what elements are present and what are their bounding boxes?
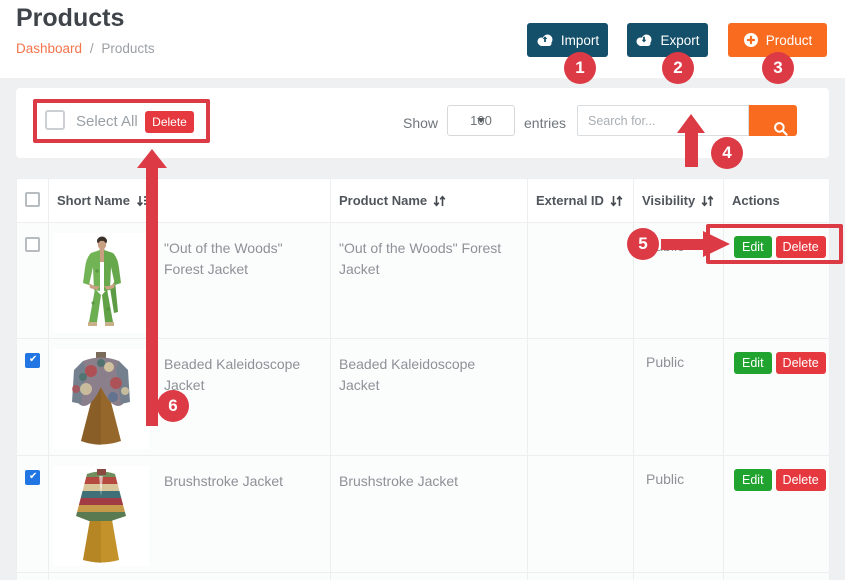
external-id — [527, 222, 634, 339]
cloud-download-icon — [635, 33, 653, 47]
external-id — [527, 338, 634, 456]
table-row: "Out of the Woods" Forest Jacket "Out of… — [16, 222, 830, 339]
bulk-delete-button[interactable]: Delete — [145, 111, 194, 133]
breadcrumb-current: Products — [101, 41, 155, 56]
search-button[interactable] — [749, 105, 797, 136]
header-select-checkbox[interactable] — [25, 191, 40, 207]
product-short-name: Beaded Kaleidoscope Jacket — [164, 356, 301, 393]
table-row: Brushstroke Jacket Brushstroke Jacket Pu… — [16, 455, 830, 573]
search-input[interactable] — [577, 105, 749, 136]
sort-amount-icon — [136, 195, 150, 207]
forest-jacket-thumbnail — [53, 233, 149, 333]
entries-label: entries — [524, 115, 567, 131]
show-label: Show — [403, 115, 439, 131]
visibility-value: Public — [633, 455, 724, 573]
annotation-step-6: 6 — [157, 390, 189, 422]
product-short-name: Brushstroke Jacket — [164, 473, 284, 489]
annotation-step-4: 4 — [711, 137, 743, 169]
sort-both-icon — [433, 194, 446, 207]
column-header-visibility[interactable]: Visibility — [633, 178, 724, 223]
external-id-header-label: External ID — [536, 193, 604, 208]
export-button[interactable]: Export — [627, 23, 708, 57]
annotation-step-1: 1 — [564, 52, 596, 84]
column-header-short-name[interactable]: Short Name — [48, 178, 331, 223]
sort-both-icon — [610, 194, 623, 207]
visibility-value: Public — [633, 338, 724, 456]
page-size-select[interactable]: 100 — [447, 105, 515, 136]
page-size-value: 100 — [470, 113, 492, 128]
external-id — [527, 455, 634, 573]
add-product-button-label: Product — [765, 32, 813, 48]
export-button-label: Export — [660, 32, 700, 48]
delete-button[interactable]: Delete — [775, 236, 826, 258]
select-all-checkbox[interactable] — [45, 110, 65, 130]
column-header-actions: Actions — [723, 178, 830, 223]
import-button[interactable]: Import — [527, 23, 608, 57]
page-title: Products — [16, 4, 125, 32]
breadcrumb: Dashboard / Products — [16, 41, 155, 56]
breadcrumb-dashboard-link[interactable]: Dashboard — [16, 41, 83, 56]
annotation-step-2: 2 — [662, 52, 694, 84]
add-product-button[interactable]: Product — [728, 23, 827, 57]
products-table: Short Name Product N — [16, 178, 830, 580]
page-header: Products Dashboard / Products Import — [0, 0, 845, 78]
row-checkbox[interactable] — [25, 237, 40, 252]
row-checkbox[interactable] — [25, 353, 40, 368]
breadcrumb-separator: / — [89, 41, 94, 56]
product-name: Brushstroke Jacket — [330, 455, 528, 573]
table-toolbar: Select All Delete Show 100 entries — [16, 88, 829, 158]
row-checkbox[interactable] — [25, 470, 40, 485]
product-name: Beaded Kaleidoscope Jacket — [330, 338, 528, 456]
edit-button[interactable]: Edit — [734, 352, 772, 374]
select-all-label: Select All — [76, 113, 138, 130]
annotation-step-5: 5 — [627, 228, 659, 260]
import-button-label: Import — [560, 32, 600, 48]
visibility-header-label: Visibility — [642, 193, 696, 208]
edit-button[interactable]: Edit — [734, 236, 772, 258]
cloud-upload-icon — [536, 33, 554, 47]
product-short-name: "Out of the Woods" Forest Jacket — [164, 240, 283, 277]
product-name-header-label: Product Name — [339, 193, 428, 208]
kaleidoscope-jacket-thumbnail — [53, 349, 149, 449]
delete-button[interactable]: Delete — [775, 469, 826, 491]
delete-button[interactable]: Delete — [775, 352, 826, 374]
sort-both-icon — [701, 194, 714, 207]
table-header-row: Short Name Product N — [16, 178, 830, 223]
short-name-header-label: Short Name — [57, 193, 130, 208]
table-row — [16, 572, 830, 580]
column-header-product-name[interactable]: Product Name — [330, 178, 528, 223]
plus-circle-icon — [743, 32, 759, 48]
table-row: Beaded Kaleidoscope Jacket Beaded Kaleid… — [16, 338, 830, 456]
annotation-step-3: 3 — [762, 52, 794, 84]
product-name: "Out of the Woods" Forest Jacket — [330, 222, 528, 339]
chevron-down-icon — [477, 118, 485, 123]
actions-header-label: Actions — [732, 193, 780, 208]
column-header-external-id[interactable]: External ID — [527, 178, 634, 223]
edit-button[interactable]: Edit — [734, 469, 772, 491]
brushstroke-jacket-thumbnail — [53, 466, 149, 566]
